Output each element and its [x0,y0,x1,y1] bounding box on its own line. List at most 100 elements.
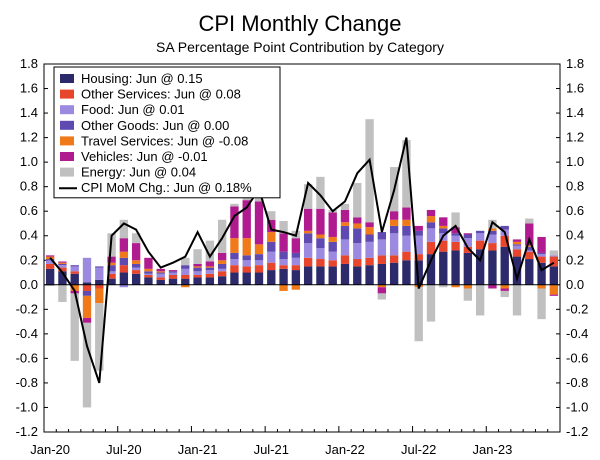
bar-segment [500,246,509,285]
bar-segment [365,119,374,223]
bar-segment [549,294,559,296]
bar-segment [377,255,387,264]
bar-segment [279,265,288,269]
bar-segment [254,201,264,245]
legend-swatch [60,120,74,130]
bar-segment [316,208,325,235]
bar-segment [475,284,485,316]
y-tick-label-left: 1.2 [20,130,38,145]
bar-segment [328,260,337,267]
bar-segment [230,203,239,207]
bar-segment [463,252,473,285]
bar-segment [451,241,460,251]
bar-segment [242,260,251,267]
bar-segment [70,266,79,272]
bar-segment [512,239,522,242]
bar-segment [488,284,497,289]
bar-segment [500,290,509,298]
bar-segment [58,261,67,263]
bar-segment [426,209,436,217]
bar-segment [193,249,202,264]
y-tick-label-right: 0.8 [566,179,584,194]
chart-subtitle: SA Percentage Point Contribution by Cate… [156,39,444,55]
y-tick-label-left: 1.0 [20,154,38,169]
x-tick-label: Jul-22 [401,442,436,457]
bar-segment [95,279,104,285]
bar-segment [70,284,79,291]
x-tick-label: Jan-20 [30,442,70,457]
bar-segment [353,266,362,285]
plot-area: -1.2 -1.2 -1.0 -1.0 -0.8 -0.8 -0.6 -0.6 -0.4 -0.4… [16,56,589,457]
bar-segment [131,267,141,271]
bar-segment [365,241,374,258]
bar-segment [389,225,399,234]
bar-segment [242,238,251,256]
bar-segment [525,250,534,252]
bar-segment [205,267,215,271]
bar-segment [181,274,190,279]
bar-segment [500,284,509,289]
bar-segment [340,222,350,226]
bar-segment [156,268,165,272]
bar-segment [205,240,215,262]
bar-segment [463,238,473,247]
bar-segment [45,259,55,261]
bar-segment [451,233,460,236]
bar-segment [181,257,190,266]
bar-segment [58,263,67,266]
bar-segment [254,244,264,255]
bar-segment [82,295,92,318]
bar-segment [353,243,362,260]
bar-segment [205,266,215,268]
legend-label: Food: Jun @ 0.01 [81,102,185,117]
bar-segment [414,260,423,285]
bar-segment [365,234,374,242]
bar-segment [230,272,239,285]
bar-segment [451,284,460,288]
bar-segment [45,255,55,257]
legend-label: CPI MoM Chg.: Jun @ 0.18% [81,180,252,195]
bar-segment [70,293,79,361]
bar-segment [340,203,350,210]
bar-segment [389,255,399,263]
bar-segment [439,217,448,226]
bar-segment [119,272,129,285]
bar-segment [267,219,276,233]
bar-segment [107,273,116,279]
y-tick-label-left: 1.4 [20,105,38,120]
bar-segment [205,277,215,285]
bar-segment [525,251,534,260]
y-tick-label-right: 1.0 [566,154,584,169]
y-tick-label-right: 1.4 [566,105,584,120]
bar-segment [168,270,178,272]
bar-segment [328,251,337,261]
bar-segment [131,270,141,274]
bar-segment [402,260,411,285]
legend-label: Other Services: Jun @ 0.08 [81,87,241,102]
bar-segment [267,211,276,220]
bar-segment [242,255,251,261]
bar-segment [267,241,276,252]
bar-segment [328,266,337,285]
bar-segment [45,263,55,269]
bar-segment [107,256,116,263]
bar-segment [267,232,276,242]
bar-segment [525,223,534,246]
bar-segment [181,278,190,285]
bar-segment [267,270,276,285]
bar-segment [82,322,92,408]
bar-segment [463,234,473,239]
bar-segment [156,279,165,285]
bar-segment [279,221,288,234]
bar-segment [451,227,460,234]
bar-segment [107,262,116,266]
bar-segment [193,263,202,267]
bar-segment [353,259,362,267]
y-tick-label-left: 0.6 [20,203,38,218]
bar-segment [242,266,251,273]
bar-segment [439,228,448,234]
bar-segment [119,265,129,273]
y-tick-label-left: 0.4 [20,228,38,243]
y-tick-label-right: 1.2 [566,130,584,145]
bar-segment [402,251,411,261]
